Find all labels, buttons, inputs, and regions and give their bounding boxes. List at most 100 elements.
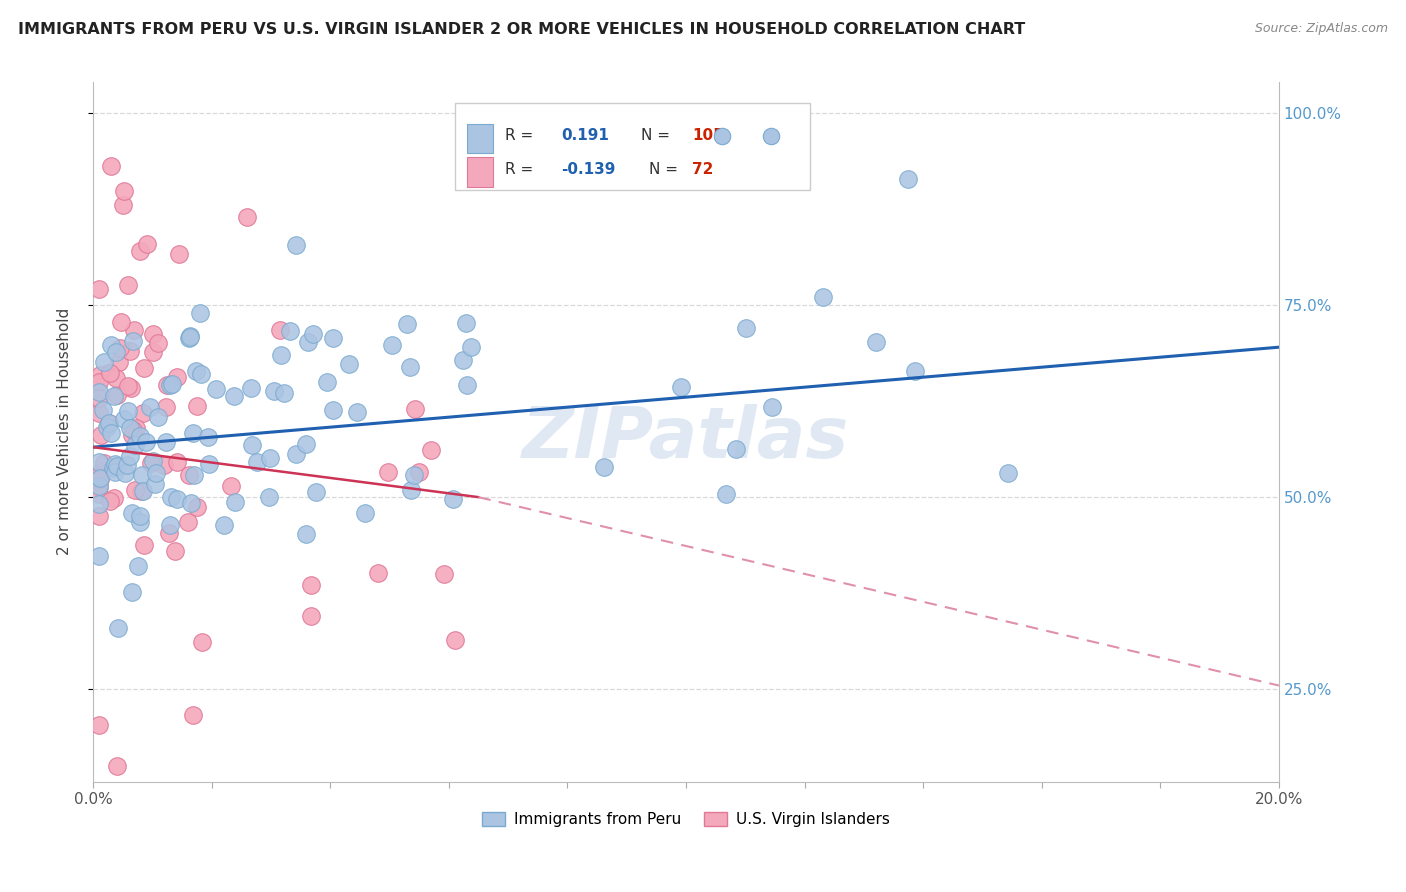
Point bbox=[179, 330, 201, 344]
Point bbox=[87, 487, 110, 501]
Point bbox=[107, 354, 129, 368]
Point bbox=[100, 338, 122, 352]
Point bbox=[295, 527, 318, 541]
Point bbox=[183, 467, 205, 482]
Point bbox=[100, 425, 122, 440]
Point bbox=[87, 406, 110, 420]
Point bbox=[90, 465, 112, 479]
Point bbox=[117, 404, 139, 418]
Point bbox=[143, 477, 166, 491]
Point bbox=[157, 525, 180, 540]
Point bbox=[761, 401, 783, 415]
Point bbox=[105, 371, 128, 385]
Bar bbox=[467, 158, 492, 186]
Point bbox=[460, 340, 482, 354]
Point bbox=[269, 323, 291, 337]
Point bbox=[219, 479, 242, 493]
Point bbox=[188, 306, 211, 320]
Point bbox=[186, 399, 208, 413]
Point bbox=[299, 609, 322, 624]
Point bbox=[180, 496, 202, 510]
Point bbox=[155, 401, 177, 415]
Point bbox=[451, 352, 474, 367]
Point bbox=[159, 517, 181, 532]
Point bbox=[110, 341, 132, 355]
Point bbox=[87, 549, 110, 563]
Point bbox=[117, 379, 139, 393]
Point bbox=[725, 442, 748, 457]
Point bbox=[111, 198, 134, 212]
Point bbox=[122, 323, 145, 337]
Point bbox=[190, 368, 212, 382]
Point bbox=[131, 467, 153, 482]
Point bbox=[142, 454, 165, 468]
Point bbox=[132, 360, 155, 375]
Point bbox=[112, 412, 135, 426]
Point bbox=[124, 483, 146, 498]
Point bbox=[120, 381, 142, 395]
Point bbox=[162, 376, 184, 391]
Point bbox=[132, 538, 155, 552]
Point bbox=[135, 435, 157, 450]
Text: ZIPatlas: ZIPatlas bbox=[522, 404, 849, 474]
Point bbox=[97, 366, 120, 380]
Point bbox=[90, 428, 112, 442]
Point bbox=[322, 331, 344, 345]
Point bbox=[129, 244, 152, 258]
Point bbox=[214, 518, 236, 533]
Point bbox=[103, 491, 125, 505]
Point bbox=[87, 480, 110, 494]
Point bbox=[122, 334, 145, 349]
Point bbox=[166, 491, 188, 506]
Point bbox=[98, 416, 121, 430]
Point bbox=[105, 459, 128, 474]
Point bbox=[124, 438, 146, 452]
Point bbox=[160, 490, 183, 504]
Point bbox=[121, 584, 143, 599]
Point bbox=[146, 409, 169, 424]
Point bbox=[110, 315, 132, 329]
Point bbox=[135, 236, 157, 251]
Point bbox=[132, 406, 155, 420]
Point bbox=[146, 335, 169, 350]
Point bbox=[103, 389, 125, 403]
Text: IMMIGRANTS FROM PERU VS U.S. VIRGIN ISLANDER 2 OR MORE VEHICLES IN HOUSEHOLD COR: IMMIGRANTS FROM PERU VS U.S. VIRGIN ISLA… bbox=[18, 22, 1025, 37]
Point bbox=[117, 278, 139, 293]
Point bbox=[419, 442, 441, 457]
Point bbox=[904, 364, 927, 378]
Text: -0.139: -0.139 bbox=[561, 161, 616, 177]
Point bbox=[235, 210, 257, 224]
Point bbox=[93, 456, 115, 470]
Point bbox=[100, 366, 122, 380]
Point bbox=[240, 382, 263, 396]
Point bbox=[142, 345, 165, 359]
Text: Source: ZipAtlas.com: Source: ZipAtlas.com bbox=[1254, 22, 1388, 36]
Point bbox=[129, 508, 152, 523]
Point bbox=[444, 633, 467, 648]
Point bbox=[87, 392, 110, 406]
Point bbox=[98, 416, 121, 430]
Point bbox=[273, 385, 295, 400]
Point bbox=[96, 420, 118, 434]
Point bbox=[93, 354, 115, 368]
Point bbox=[166, 455, 188, 469]
Point bbox=[735, 321, 758, 335]
Point bbox=[222, 389, 245, 403]
Point bbox=[87, 497, 110, 511]
Point bbox=[865, 334, 887, 349]
Point bbox=[89, 471, 111, 485]
Y-axis label: 2 or more Vehicles in Household: 2 or more Vehicles in Household bbox=[58, 308, 72, 556]
Point bbox=[87, 508, 110, 523]
Point bbox=[121, 506, 143, 520]
Point bbox=[129, 484, 152, 499]
Text: 105: 105 bbox=[692, 128, 724, 144]
Point bbox=[169, 246, 191, 260]
Point bbox=[433, 566, 456, 581]
Point bbox=[121, 427, 143, 442]
Point bbox=[107, 621, 129, 635]
Point bbox=[118, 421, 141, 435]
Point bbox=[104, 457, 127, 471]
Point bbox=[259, 451, 281, 466]
Text: 0.191: 0.191 bbox=[561, 128, 609, 144]
Point bbox=[395, 317, 418, 331]
